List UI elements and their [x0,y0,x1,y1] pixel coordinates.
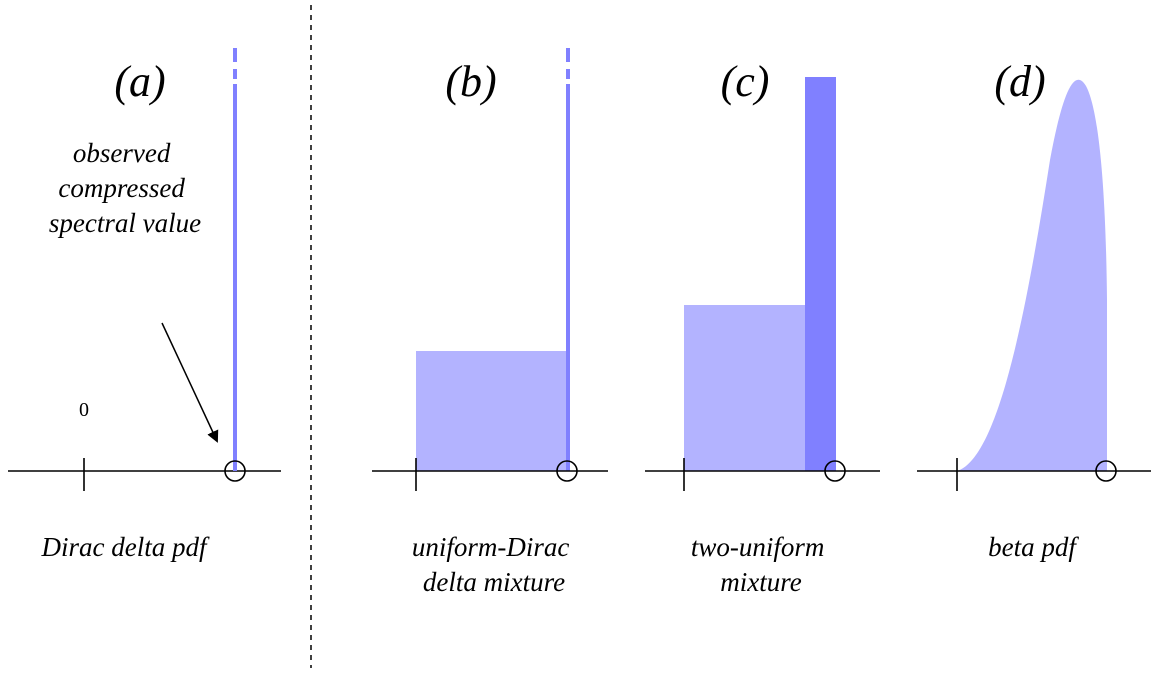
panel-c-caption-line-2: mixture [720,567,801,597]
panel-b-label: (b) [445,57,496,106]
panel-c-caption-line-1: two-uniform [691,532,825,562]
panel-a: 0 (a) observed compressed spectral value… [8,48,281,562]
panel-d: (d) beta pdf [917,57,1151,562]
annotation-line-1: observed [73,138,171,168]
panel-c-high-uniform-block [805,77,836,471]
annotation-line-2: compressed [58,173,185,203]
panel-d-observed-marker [1095,460,1117,482]
panel-b-caption-line-2: delta mixture [423,567,565,597]
panel-a-observed-marker [224,460,246,482]
panel-b: (b) uniform-Dirac delta mixture [372,48,608,597]
panel-c-label: (c) [721,57,770,106]
panel-b-caption-line-1: uniform-Dirac [412,532,570,562]
annotation-text: observed compressed spectral value [49,138,201,238]
panel-c-caption: two-uniform mixture [691,532,831,597]
panel-a-label: (a) [114,57,165,106]
panel-b-observed-marker [556,460,578,482]
panel-c-low-uniform-block [684,305,805,471]
panel-d-beta-curve [957,79,1107,472]
panel-d-caption-line-1: beta pdf [988,532,1079,562]
panel-a-caption-line-1: Dirac delta pdf [41,532,210,562]
panel-a-caption: Dirac delta pdf [41,532,210,562]
annotation-arrow [161,322,219,443]
panel-b-dirac-spike [566,48,570,471]
panel-a-dirac-spike [233,48,237,471]
annotation-line-3: spectral value [49,208,201,238]
panel-b-uniform-block [416,351,566,471]
panel-c-observed-marker [824,460,846,482]
panel-d-label: (d) [994,57,1045,106]
panel-c: (c) two-uniform mixture [645,57,880,597]
panel-b-caption: uniform-Dirac delta mixture [412,532,576,597]
zero-label: 0 [79,399,89,421]
panel-d-caption: beta pdf [988,532,1079,562]
